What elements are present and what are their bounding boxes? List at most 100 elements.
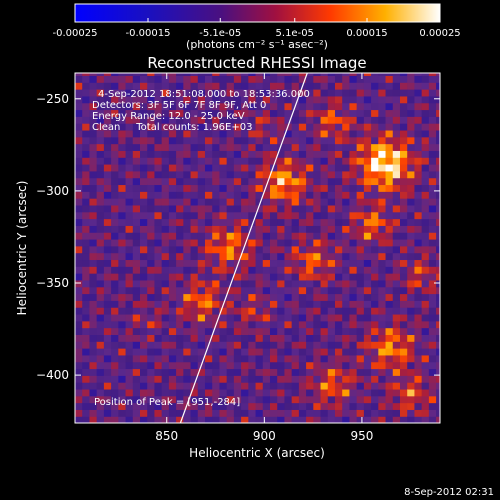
heatmap-cell	[291, 293, 300, 301]
heatmap-cell	[147, 279, 156, 288]
heatmap-cell	[233, 157, 242, 165]
heatmap-cell	[269, 293, 278, 301]
heatmap-cell	[204, 109, 213, 117]
heatmap-cell	[342, 73, 351, 76]
heatmap-cell	[262, 320, 271, 329]
heatmap-cell	[197, 266, 206, 274]
heatmap-cell	[226, 116, 235, 124]
heatmap-cell	[212, 191, 221, 199]
heatmap-cell	[111, 245, 119, 254]
heatmap-cell	[75, 109, 83, 117]
heatmap-cell	[428, 273, 437, 281]
heatmap-cell	[96, 218, 105, 226]
heatmap-cell	[342, 416, 351, 423]
heatmap-cell	[334, 123, 343, 131]
heatmap-cell	[154, 395, 163, 404]
heatmap-cell	[125, 129, 134, 138]
heatmap-cell	[140, 102, 148, 111]
heatmap-cell	[385, 354, 394, 363]
heatmap-cell	[407, 273, 416, 281]
heatmap-cell	[269, 225, 278, 233]
heatmap-cell	[111, 177, 119, 186]
heatmap-cell	[197, 341, 206, 349]
heatmap-cell	[385, 327, 394, 335]
heatmap-cell	[125, 327, 134, 335]
heatmap-cell	[284, 341, 293, 349]
heatmap-cell	[399, 382, 408, 390]
heatmap-cell	[161, 150, 170, 158]
heatmap-cell	[161, 123, 170, 131]
heatmap-cell	[111, 334, 119, 342]
heatmap-cell	[334, 109, 343, 117]
heatmap-cell	[132, 123, 141, 131]
heatmap-cell	[385, 238, 394, 247]
heatmap-cell	[262, 184, 271, 192]
heatmap-cell	[248, 375, 257, 383]
heatmap-cell	[111, 388, 119, 397]
heatmap-cell	[436, 354, 440, 363]
heatmap-cell	[132, 170, 141, 179]
heatmap-cell	[241, 327, 249, 335]
heatmap-cell	[356, 409, 365, 417]
heatmap-cell	[327, 150, 336, 158]
heatmap-cell	[385, 218, 394, 226]
heatmap-cell	[291, 348, 300, 356]
heatmap-cell	[334, 95, 343, 104]
heatmap-cell	[147, 286, 156, 295]
heatmap-cell	[176, 143, 184, 151]
heatmap-cell	[111, 218, 119, 226]
heatmap-cell	[298, 252, 307, 261]
heatmap-cell	[371, 136, 379, 145]
heatmap-cell	[421, 341, 430, 349]
heatmap-cell	[306, 293, 314, 301]
heatmap-cell	[313, 232, 322, 240]
heatmap-cell	[89, 375, 98, 383]
heatmap-cell	[161, 395, 170, 404]
heatmap-cell	[421, 307, 430, 315]
heatmap-cell	[212, 307, 221, 315]
heatmap-cell	[161, 184, 170, 192]
heatmap-cell	[349, 170, 358, 179]
heatmap-cell	[190, 123, 199, 131]
heatmap-cell	[103, 225, 112, 233]
heatmap-cell	[327, 218, 336, 226]
heatmap-cell	[168, 136, 177, 145]
heatmap-cell	[385, 313, 394, 322]
heatmap-cell	[371, 395, 379, 404]
heatmap-cell	[262, 109, 271, 117]
heatmap-cell	[111, 307, 119, 315]
heatmap-cell	[168, 238, 177, 247]
heatmap-cell	[168, 327, 177, 335]
heatmap-cell	[385, 73, 394, 76]
heatmap-cell	[371, 300, 379, 308]
heatmap-cell	[140, 95, 148, 104]
heatmap-cell	[96, 238, 105, 247]
heatmap-cell	[125, 354, 134, 363]
heatmap-cell	[269, 402, 278, 410]
heatmap-cell	[277, 279, 286, 288]
heatmap-cell	[212, 136, 221, 145]
heatmap-cell	[306, 143, 314, 151]
heatmap-cell	[132, 279, 141, 288]
heatmap-cell	[190, 354, 199, 363]
heatmap-cell	[190, 129, 199, 138]
heatmap-cell	[306, 95, 314, 104]
x-axis-label: Heliocentric X (arcsec)	[189, 446, 325, 460]
heatmap-cell	[241, 307, 249, 315]
heatmap-cell	[436, 320, 440, 329]
heatmap-cell	[342, 259, 351, 267]
heatmap-cell	[183, 286, 192, 295]
heatmap-cell	[197, 252, 206, 261]
heatmap-cell	[233, 375, 242, 383]
heatmap-cell	[378, 157, 387, 165]
heatmap-cell	[428, 300, 437, 308]
heatmap-cell	[111, 89, 119, 97]
y-axis-ticks: −250−300−350−400	[36, 92, 440, 382]
heatmap-cell	[89, 136, 98, 145]
heatmap-cell	[414, 109, 423, 117]
heatmap-cell	[118, 252, 127, 261]
heatmap-cells	[75, 73, 440, 423]
heatmap-cell	[219, 184, 228, 192]
heatmap-cell	[349, 395, 358, 404]
heatmap-cell	[96, 354, 105, 363]
